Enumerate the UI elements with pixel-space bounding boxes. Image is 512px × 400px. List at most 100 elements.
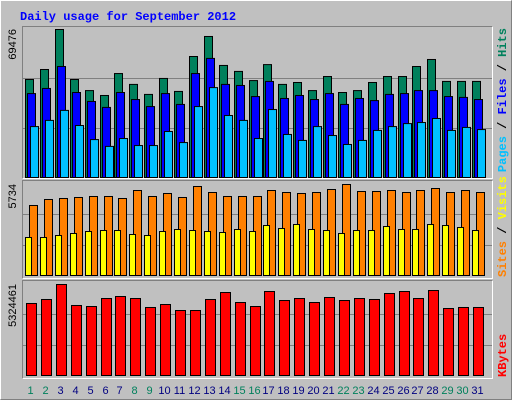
bar xyxy=(458,306,469,376)
bar xyxy=(130,298,141,376)
bar xyxy=(342,184,351,276)
bar xyxy=(447,129,456,179)
x-tick-label: 27 xyxy=(411,385,423,397)
legend-entry: Hits xyxy=(496,28,510,57)
bar xyxy=(25,237,32,276)
bar xyxy=(105,145,114,178)
bar xyxy=(373,129,382,179)
x-tick-label: 19 xyxy=(292,385,304,397)
bar xyxy=(133,189,142,276)
bar xyxy=(412,229,419,277)
x-tick-label: 24 xyxy=(367,385,379,397)
x-tick-label: 1 xyxy=(27,385,33,397)
x-tick-label: 29 xyxy=(441,385,453,397)
bar xyxy=(90,139,99,178)
bar xyxy=(114,230,121,276)
bar xyxy=(328,135,337,178)
bar xyxy=(174,229,181,277)
bar xyxy=(144,235,151,276)
bar xyxy=(309,302,320,377)
bar xyxy=(427,224,434,276)
x-tick-label: 20 xyxy=(307,385,319,397)
x-tick-label: 26 xyxy=(397,385,409,397)
bar xyxy=(40,237,47,276)
bar xyxy=(323,230,330,276)
x-tick-label: 8 xyxy=(131,385,137,397)
bar xyxy=(129,234,136,277)
bar xyxy=(403,123,412,179)
bar xyxy=(313,126,322,178)
bar xyxy=(279,300,290,377)
bar xyxy=(308,229,315,277)
x-tick-label: 23 xyxy=(352,385,364,397)
plot-bevel xyxy=(22,280,493,379)
bar xyxy=(338,233,345,276)
bar xyxy=(45,119,54,178)
bar xyxy=(264,290,275,377)
bar xyxy=(457,227,464,277)
x-tick-label: 22 xyxy=(337,385,349,397)
bar xyxy=(417,122,426,179)
x-tick-label: 13 xyxy=(203,385,215,397)
bar xyxy=(354,298,365,376)
bar xyxy=(250,306,261,376)
bar xyxy=(149,145,158,179)
legend-entry: Pages xyxy=(496,136,510,172)
bar xyxy=(190,310,201,376)
bar xyxy=(85,231,92,276)
bar xyxy=(75,125,84,178)
legend-entry: KBytes xyxy=(496,334,510,377)
legend-entry: Visits xyxy=(496,176,510,219)
bar xyxy=(55,235,62,276)
bar xyxy=(383,226,390,276)
bar xyxy=(101,298,112,376)
bar xyxy=(358,139,367,178)
y-tick-label: 5734 xyxy=(7,184,19,208)
bar xyxy=(209,87,218,178)
bar xyxy=(71,304,82,376)
bar xyxy=(60,109,69,178)
y-tick-label: 69476 xyxy=(7,29,19,60)
x-tick-label: 28 xyxy=(426,385,438,397)
bar xyxy=(204,231,211,276)
bar xyxy=(462,126,471,178)
bar xyxy=(293,224,300,276)
bar xyxy=(278,228,285,276)
bar xyxy=(26,302,37,377)
bar xyxy=(194,106,203,178)
bar xyxy=(100,230,107,276)
bar xyxy=(283,133,292,178)
bar xyxy=(339,300,350,377)
bar xyxy=(234,229,241,277)
bar xyxy=(254,138,263,178)
bar xyxy=(86,306,97,376)
y-tick-label: 5324461 xyxy=(7,284,19,327)
legend: Pages / Files / Hits xyxy=(496,28,510,172)
bar xyxy=(160,304,171,376)
bar xyxy=(119,138,128,178)
bar xyxy=(189,230,196,276)
bar xyxy=(294,298,305,376)
x-tick-label: 2 xyxy=(42,385,48,397)
bar xyxy=(398,229,405,277)
x-tick-label: 9 xyxy=(146,385,152,397)
bar xyxy=(205,298,216,376)
legend-separator: / xyxy=(496,114,510,136)
bar xyxy=(384,292,395,376)
bar xyxy=(239,119,248,178)
bar xyxy=(477,129,486,178)
bar xyxy=(220,292,231,377)
chart-title: Daily usage for September 2012 xyxy=(20,10,236,24)
bar xyxy=(179,142,188,178)
x-tick-label: 11 xyxy=(174,385,185,397)
bar xyxy=(235,302,246,377)
bar xyxy=(432,117,441,179)
bar xyxy=(298,139,307,178)
bar xyxy=(368,230,375,276)
bar xyxy=(388,126,397,178)
legend-entry: Files xyxy=(496,78,510,114)
x-tick-label: 6 xyxy=(102,385,108,397)
bar xyxy=(324,296,335,376)
